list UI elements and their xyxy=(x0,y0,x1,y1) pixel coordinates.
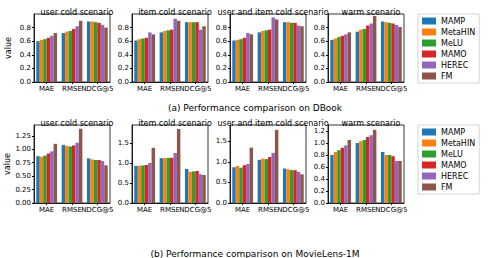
svg-text:(b) Performance comparison on: (b) Performance comparison on MovieLens-… xyxy=(150,249,359,258)
svg-text:NDCG@5: NDCG@5 xyxy=(81,206,113,214)
svg-text:0.4: 0.4 xyxy=(314,175,326,183)
svg-text:user and item cold scenario: user and item cold scenario xyxy=(217,8,328,17)
svg-text:MAMP: MAMP xyxy=(441,17,465,26)
svg-text:1.0: 1.0 xyxy=(216,158,227,166)
svg-text:0.2: 0.2 xyxy=(118,64,129,72)
svg-text:0.0: 0.0 xyxy=(314,78,325,86)
svg-text:user cold scenario: user cold scenario xyxy=(41,119,114,128)
svg-text:MAE: MAE xyxy=(137,206,152,214)
svg-text:MAE: MAE xyxy=(333,85,348,93)
svg-text:0.4: 0.4 xyxy=(118,51,130,59)
svg-text:user cold scenario: user cold scenario xyxy=(41,8,114,17)
svg-text:FM: FM xyxy=(441,183,453,192)
svg-text:MAE: MAE xyxy=(235,85,250,93)
svg-text:0.25: 0.25 xyxy=(15,186,31,194)
svg-text:warm scenario: warm scenario xyxy=(342,119,401,128)
svg-text:NDCG@5: NDCG@5 xyxy=(277,206,309,214)
svg-text:HEREC: HEREC xyxy=(441,61,469,70)
svg-text:0.00: 0.00 xyxy=(15,199,31,207)
svg-text:NDCG@5: NDCG@5 xyxy=(375,85,407,93)
svg-text:1.00: 1.00 xyxy=(15,145,31,153)
svg-text:0.0: 0.0 xyxy=(314,199,325,207)
svg-text:value: value xyxy=(3,153,12,175)
svg-text:item cold scenario: item cold scenario xyxy=(138,119,212,128)
svg-text:NDCG@5: NDCG@5 xyxy=(179,85,211,93)
svg-text:NDCG@5: NDCG@5 xyxy=(179,206,211,214)
svg-text:MetaHIN: MetaHIN xyxy=(441,139,475,148)
svg-text:0.0: 0.0 xyxy=(118,78,129,86)
svg-text:RMSE: RMSE xyxy=(62,85,82,93)
svg-text:0.6: 0.6 xyxy=(216,37,228,45)
svg-text:NDCG@5: NDCG@5 xyxy=(277,85,309,93)
svg-text:1.5: 1.5 xyxy=(118,139,129,147)
svg-text:1.2: 1.2 xyxy=(314,127,325,135)
svg-text:MAMO: MAMO xyxy=(441,161,467,170)
svg-text:MAE: MAE xyxy=(137,85,152,93)
svg-text:MetaHIN: MetaHIN xyxy=(441,28,475,37)
svg-text:0.5: 0.5 xyxy=(216,178,227,186)
svg-text:RMSE: RMSE xyxy=(258,206,278,214)
svg-text:MeLU: MeLU xyxy=(441,39,463,48)
svg-text:0.6: 0.6 xyxy=(118,37,130,45)
svg-text:item cold scenario: item cold scenario xyxy=(138,8,212,17)
svg-text:0.0: 0.0 xyxy=(118,199,129,207)
svg-text:0.2: 0.2 xyxy=(314,187,325,195)
svg-text:MAE: MAE xyxy=(235,206,250,214)
svg-text:0.75: 0.75 xyxy=(15,159,31,167)
svg-text:1.0: 1.0 xyxy=(118,159,129,167)
svg-text:0.6: 0.6 xyxy=(20,37,32,45)
svg-text:0.8: 0.8 xyxy=(118,24,129,32)
svg-text:1.5: 1.5 xyxy=(216,137,227,145)
svg-text:RMSE: RMSE xyxy=(160,85,180,93)
svg-text:1.25: 1.25 xyxy=(15,132,31,140)
svg-text:0.8: 0.8 xyxy=(314,24,325,32)
svg-text:0.8: 0.8 xyxy=(216,24,227,32)
svg-text:RMSE: RMSE xyxy=(356,206,376,214)
svg-text:warm scenario: warm scenario xyxy=(342,8,401,17)
svg-text:0.50: 0.50 xyxy=(15,172,31,180)
svg-text:MAE: MAE xyxy=(39,85,54,93)
svg-text:0.6: 0.6 xyxy=(314,37,326,45)
svg-text:MAMP: MAMP xyxy=(441,128,465,137)
svg-text:NDCG@5: NDCG@5 xyxy=(375,206,407,214)
svg-text:0.8: 0.8 xyxy=(20,24,31,32)
svg-text:0.0: 0.0 xyxy=(20,78,31,86)
svg-text:0.0: 0.0 xyxy=(216,78,227,86)
svg-text:NDCG@5: NDCG@5 xyxy=(81,85,113,93)
svg-text:MAMO: MAMO xyxy=(441,50,467,59)
svg-text:MAE: MAE xyxy=(333,206,348,214)
svg-text:MAE: MAE xyxy=(39,206,54,214)
svg-text:RMSE: RMSE xyxy=(62,206,82,214)
svg-text:0.4: 0.4 xyxy=(216,51,228,59)
svg-text:user and item cold scenario: user and item cold scenario xyxy=(217,119,328,128)
svg-text:0.0: 0.0 xyxy=(216,199,227,207)
svg-text:0.5: 0.5 xyxy=(118,179,129,187)
svg-text:RMSE: RMSE xyxy=(160,206,180,214)
svg-text:RMSE: RMSE xyxy=(258,85,278,93)
svg-text:RMSE: RMSE xyxy=(356,85,376,93)
svg-text:0.4: 0.4 xyxy=(20,51,32,59)
svg-text:value: value xyxy=(4,37,13,59)
svg-text:0.6: 0.6 xyxy=(314,163,326,171)
svg-text:HEREC: HEREC xyxy=(441,172,469,181)
svg-text:MeLU: MeLU xyxy=(441,150,463,159)
svg-text:0.2: 0.2 xyxy=(216,64,227,72)
svg-text:FM: FM xyxy=(441,72,453,81)
svg-text:(a) Performance comparison on: (a) Performance comparison on DBook xyxy=(168,103,343,113)
svg-text:0.2: 0.2 xyxy=(20,64,31,72)
svg-text:0.2: 0.2 xyxy=(314,64,325,72)
svg-text:1.0: 1.0 xyxy=(314,139,325,147)
svg-text:0.4: 0.4 xyxy=(314,51,326,59)
svg-text:0.8: 0.8 xyxy=(314,151,325,159)
